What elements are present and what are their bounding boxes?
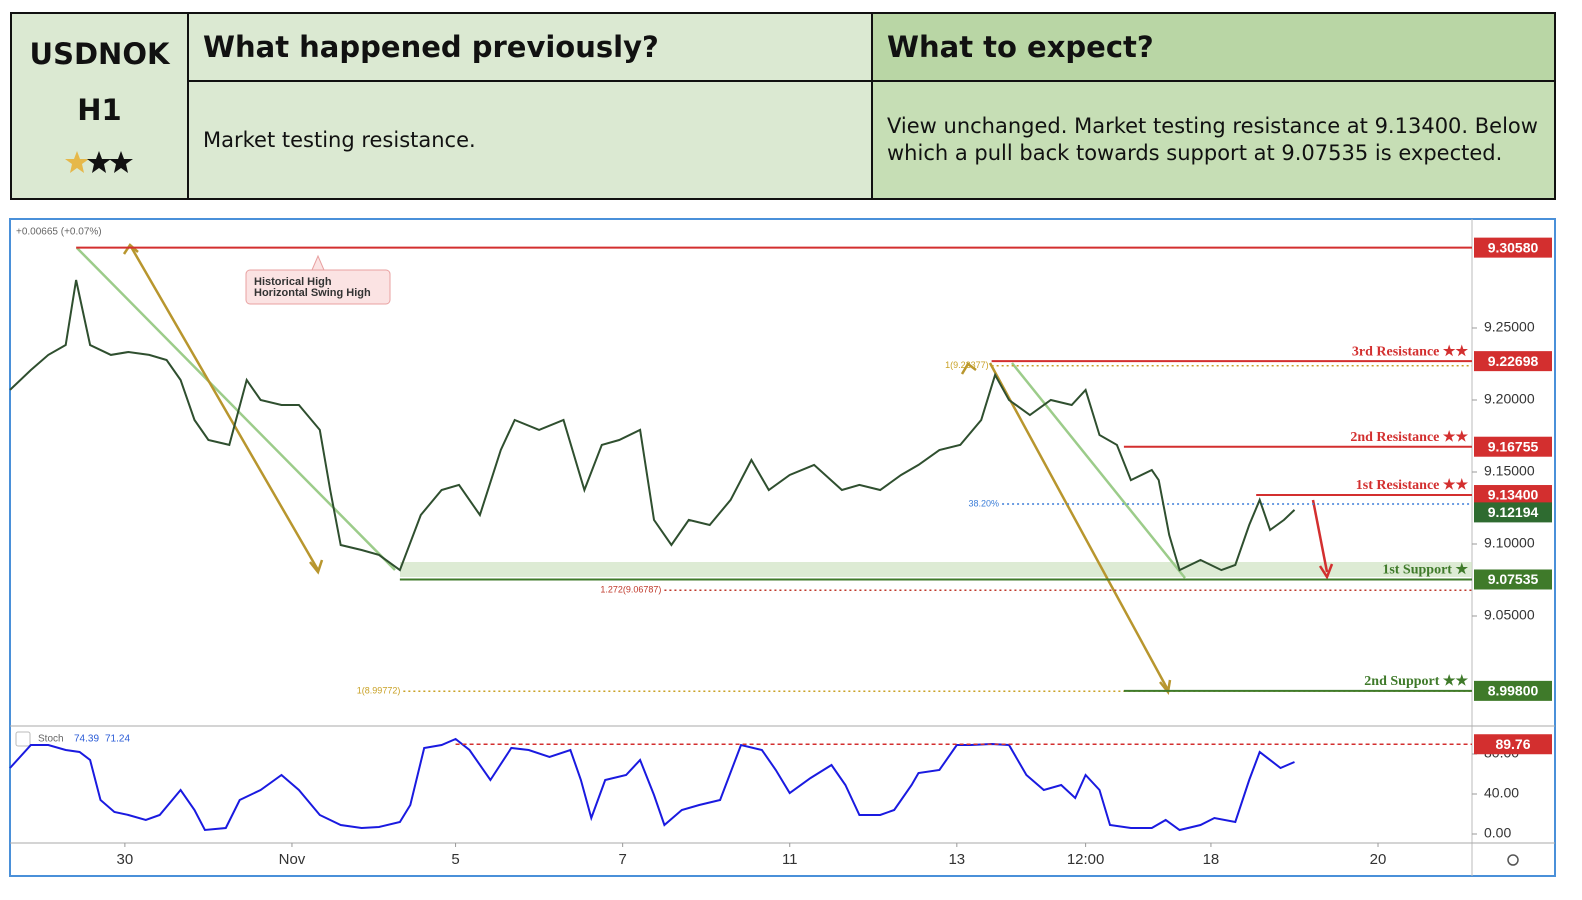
- level-label: 9.12194: [1488, 504, 1539, 520]
- indicator-name: Stoch: [38, 734, 64, 745]
- level-label: 89.76: [1495, 736, 1530, 752]
- star-rating: [64, 150, 133, 173]
- level-label: 9.30580: [1488, 239, 1539, 255]
- level-name: 2nd Support ★★: [1364, 673, 1468, 689]
- symbol: USDNOK: [29, 36, 170, 71]
- y-tick-label: 9.05000: [1484, 607, 1535, 623]
- level-label-box: [1474, 734, 1552, 755]
- price-line: [9, 737, 1295, 832]
- chart-frame: [9, 218, 1556, 877]
- symbol-cell: USDNOK H1: [12, 14, 189, 198]
- level-label: 9.07535: [1488, 571, 1539, 587]
- price-change: +0.00665 (+0.07%): [16, 227, 102, 238]
- body-expect: View unchanged. Market testing resistanc…: [873, 82, 1554, 198]
- support-zone: [400, 562, 1472, 577]
- x-tick-label: 18: [1203, 851, 1220, 868]
- y-tick-label: 9.15000: [1484, 463, 1535, 479]
- x-tick-label: 12:00: [1067, 851, 1105, 868]
- x-tick-label: 30: [117, 851, 134, 868]
- fib-label: 38.20%: [969, 498, 1000, 508]
- body-previous: Market testing resistance.: [189, 82, 873, 198]
- header-previous: What happened previously?: [189, 14, 873, 82]
- settings-icon[interactable]: [1507, 854, 1519, 866]
- level-label-box: [1474, 237, 1552, 258]
- level-label-box: [1474, 351, 1552, 372]
- annotation: Horizontal Swing High: [254, 287, 371, 299]
- level-label: 8.99800: [1488, 683, 1539, 699]
- fib-label: 1.272(9.06787): [600, 585, 661, 595]
- y-tick-label: 9.25000: [1484, 319, 1535, 335]
- y-tick-label: 40.00: [1484, 785, 1519, 801]
- y-tick-label: 9.10000: [1484, 535, 1535, 551]
- level-label-box: [1474, 436, 1552, 457]
- header-expect: What to expect?: [873, 14, 1554, 82]
- x-tick-label: 13: [948, 851, 965, 868]
- x-tick-label: 7: [618, 851, 626, 868]
- stoch-k: 74.39: [74, 734, 99, 745]
- level-label-box: [1474, 680, 1552, 701]
- x-tick-label: 5: [451, 851, 459, 868]
- level-name: 1st Support ★: [1382, 562, 1468, 578]
- level-label: 9.13400: [1488, 487, 1539, 503]
- level-label-box: [1474, 485, 1552, 506]
- level-name: 3rd Resistance ★★: [1352, 343, 1469, 359]
- stoch-d: 71.24: [105, 734, 130, 745]
- level-name: 1st Resistance ★★: [1356, 477, 1469, 493]
- x-tick-label: 11: [782, 851, 798, 868]
- price-line: [9, 279, 1296, 572]
- collapse-button[interactable]: [15, 731, 31, 747]
- timeframe: H1: [77, 93, 122, 127]
- level-label-box: [1474, 569, 1552, 590]
- fib-label: 1(8.99772): [357, 686, 401, 696]
- summary-table: USDNOK H1 What happened previously? What…: [10, 12, 1556, 200]
- y-tick-label: 9.20000: [1484, 391, 1535, 407]
- level-name: 2nd Resistance ★★: [1350, 429, 1468, 445]
- annotation-pointer: [311, 254, 325, 271]
- level-label-box: [1474, 502, 1552, 523]
- trend-arrows: [76, 243, 1334, 695]
- level-label: 9.22698: [1488, 353, 1539, 369]
- x-tick-label: Nov: [279, 851, 306, 868]
- y-tick-label: 0.00: [1484, 825, 1511, 841]
- fib-label: 1(9.22377): [945, 360, 989, 370]
- x-tick-label: 20: [1370, 851, 1387, 868]
- level-label: 9.16755: [1488, 438, 1539, 454]
- annotation: Historical High: [254, 276, 332, 288]
